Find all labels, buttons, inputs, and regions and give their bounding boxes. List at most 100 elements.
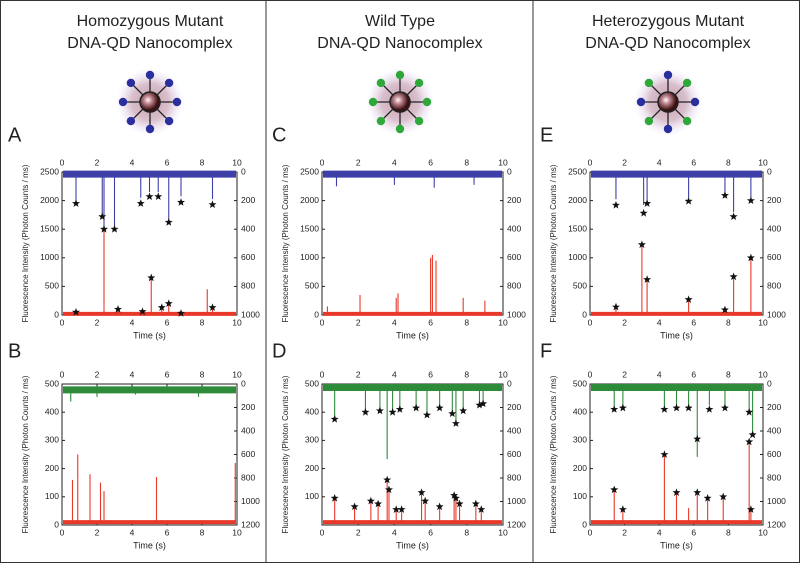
event-star [177, 198, 185, 206]
event-star [729, 212, 738, 220]
event-star [164, 299, 173, 307]
event-star [392, 505, 401, 513]
probe [644, 78, 654, 88]
event-star [147, 273, 156, 282]
x-tick-label: 0 [588, 527, 593, 537]
panel-letter: A [8, 124, 22, 146]
event-star [423, 410, 431, 419]
probe [395, 124, 405, 134]
y2-tick-label: 600 [241, 252, 255, 262]
x-tick-label: 0 [320, 157, 325, 167]
x-tick-label: 8 [464, 157, 469, 167]
event-star [100, 225, 108, 233]
y-tick-label: 500 [305, 281, 319, 291]
event-star [208, 303, 217, 311]
event-star [450, 491, 459, 499]
y-tick-label: 0 [582, 519, 587, 529]
x-tick-label: 2 [95, 527, 100, 537]
x-tick-label: 2 [356, 369, 361, 379]
y-tick-label: 0 [314, 309, 319, 319]
y2-tick-label: 400 [241, 425, 255, 435]
event-star [643, 275, 652, 283]
y-tick-label: 500 [45, 378, 59, 388]
y-tick-label: 1500 [300, 223, 319, 233]
event-star [459, 406, 468, 415]
x-tick-label: 2 [95, 369, 100, 379]
event-star [114, 305, 122, 313]
probe [376, 116, 386, 126]
x-tick-label: 0 [60, 369, 65, 379]
event-star [330, 415, 339, 423]
probe [663, 124, 673, 134]
event-star [672, 403, 681, 412]
y2-tick-label: 400 [767, 223, 781, 233]
probe [118, 97, 128, 107]
x-axis-label: Time (s) [133, 540, 166, 550]
y-axis-label: Fluorescence Intensity (Photon Counts / … [21, 164, 30, 322]
y2-tick-label: 0 [767, 378, 772, 388]
x-tick-label: 10 [498, 317, 508, 327]
event-star [138, 307, 147, 315]
quantum-dot [657, 91, 679, 113]
y-tick-label: 100 [305, 491, 319, 501]
x-tick-label: 6 [428, 527, 433, 537]
y2-tick-label: 600 [507, 252, 521, 262]
event-star [451, 419, 460, 427]
event-star [208, 200, 217, 208]
event-star [684, 197, 693, 205]
x-tick-label: 4 [130, 317, 135, 327]
event-star [435, 403, 444, 412]
event-star [98, 212, 107, 220]
event-star [746, 253, 755, 262]
x-axis-label: Time (s) [396, 540, 429, 550]
y-tick-label: 300 [573, 435, 587, 445]
x-tick-label: 6 [165, 157, 170, 167]
event-star [479, 399, 488, 408]
x-tick-label: 6 [428, 317, 433, 327]
y2-tick-label: 1200 [507, 519, 526, 529]
x-tick-label: 2 [356, 527, 361, 537]
panel-letter: E [540, 124, 553, 146]
event-star [412, 403, 421, 412]
x-tick-label: 4 [392, 157, 397, 167]
x-tick-label: 6 [428, 369, 433, 379]
y2-tick-label: 200 [241, 402, 255, 412]
x-tick-label: 10 [498, 369, 508, 379]
x-tick-label: 8 [726, 369, 731, 379]
y-tick-label: 2000 [40, 195, 59, 205]
x-tick-label: 10 [758, 369, 768, 379]
y2-tick-label: 0 [241, 166, 246, 176]
event-star [610, 485, 619, 494]
y2-tick-label: 800 [507, 281, 521, 291]
x-tick-label: 8 [464, 527, 469, 537]
event-star [745, 437, 754, 446]
x-tick-label: 4 [657, 157, 662, 167]
panel-letter: D [272, 340, 286, 362]
y-tick-label: 2500 [40, 166, 59, 176]
y2-tick-label: 200 [241, 195, 255, 205]
x-tick-label: 4 [130, 369, 135, 379]
event-star [672, 488, 681, 496]
probe [644, 116, 654, 126]
y2-tick-label: 1000 [241, 496, 260, 506]
x-tick-label: 6 [165, 317, 170, 327]
x-tick-label: 8 [200, 527, 205, 537]
y2-tick-label: 1000 [241, 309, 260, 319]
y-tick-label: 1000 [40, 252, 59, 262]
probe [172, 97, 182, 107]
y-tick-label: 400 [305, 406, 319, 416]
event-star [375, 406, 384, 415]
y2-tick-label: 600 [241, 449, 255, 459]
y2-tick-label: 200 [767, 402, 781, 412]
probe [663, 70, 673, 80]
x-tick-label: 2 [95, 317, 100, 327]
x-tick-label: 10 [232, 317, 242, 327]
x-tick-label: 10 [498, 157, 508, 167]
probe [414, 78, 424, 88]
y2-tick-label: 800 [241, 281, 255, 291]
y-axis-label: Fluorescence Intensity (Photon Counts / … [21, 375, 30, 533]
column-title: DNA-QD Nanocomplex [317, 35, 482, 52]
y2-tick-label: 600 [767, 252, 781, 262]
event-star [684, 295, 693, 303]
